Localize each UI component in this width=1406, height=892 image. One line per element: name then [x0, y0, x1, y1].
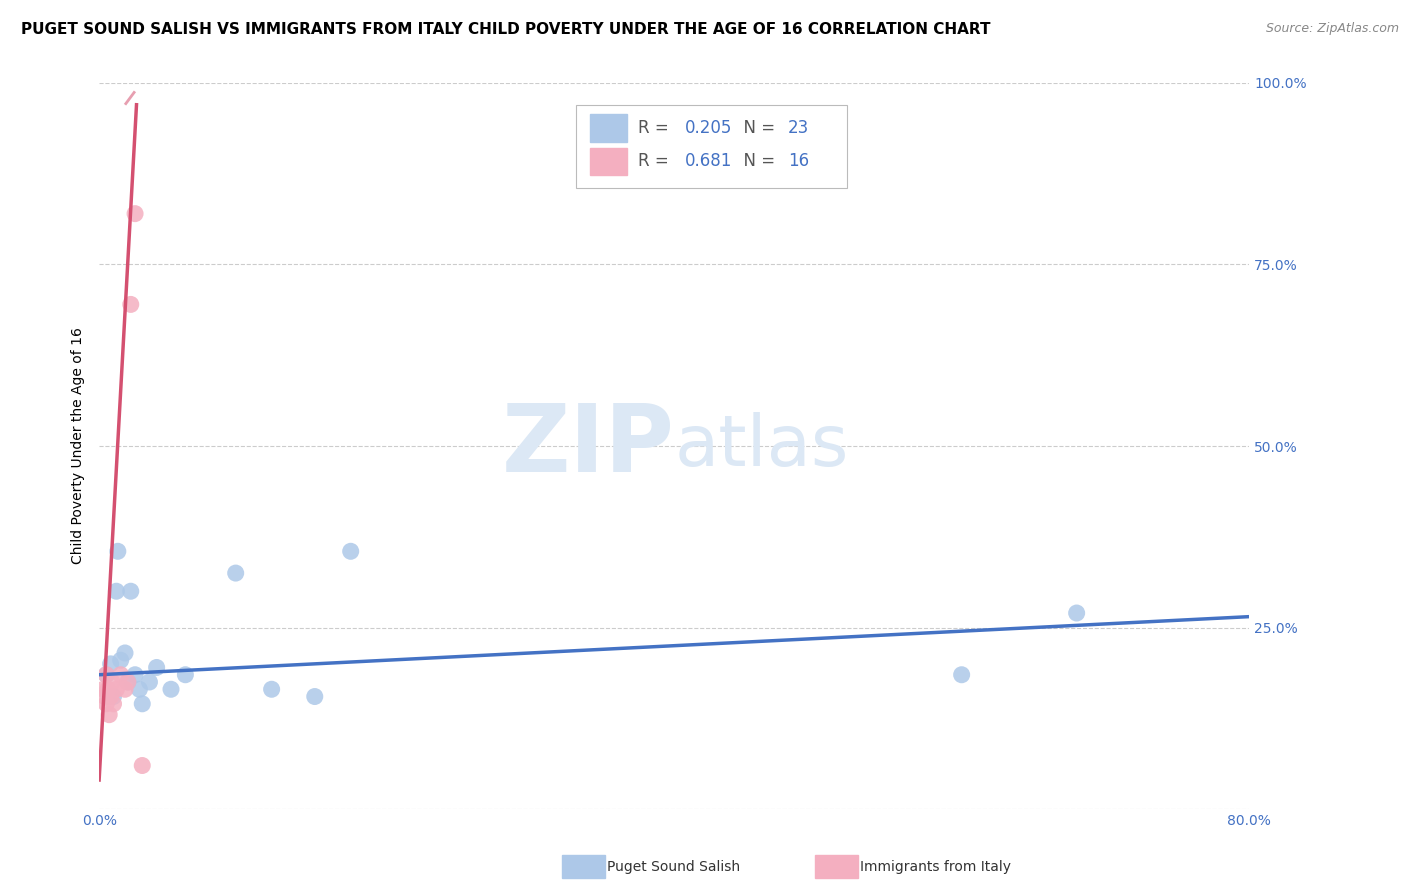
Text: R =: R =	[638, 153, 675, 170]
Point	[114, 646, 136, 660]
Text: atlas: atlas	[673, 411, 848, 481]
Point	[124, 207, 146, 221]
Text: N =: N =	[733, 153, 780, 170]
Text: PUGET SOUND SALISH VS IMMIGRANTS FROM ITALY CHILD POVERTY UNDER THE AGE OF 16 CO: PUGET SOUND SALISH VS IMMIGRANTS FROM IT…	[21, 22, 991, 37]
Point	[110, 653, 132, 667]
Text: ZIP: ZIP	[502, 400, 673, 492]
Point	[100, 690, 122, 704]
Point	[145, 660, 167, 674]
Point	[96, 667, 118, 681]
Point	[304, 690, 326, 704]
Point	[124, 667, 146, 681]
Text: 0.205: 0.205	[685, 119, 733, 137]
Point	[260, 682, 283, 697]
Point	[96, 697, 118, 711]
Point	[160, 682, 183, 697]
Point	[98, 707, 121, 722]
Point	[131, 758, 153, 772]
Text: R =: R =	[638, 119, 675, 137]
FancyBboxPatch shape	[576, 104, 846, 188]
Point	[128, 682, 150, 697]
Point	[96, 667, 118, 681]
FancyBboxPatch shape	[591, 147, 627, 175]
Point	[114, 682, 136, 697]
Y-axis label: Child Poverty Under the Age of 16: Child Poverty Under the Age of 16	[72, 327, 86, 565]
Text: Puget Sound Salish: Puget Sound Salish	[607, 860, 741, 874]
Point	[120, 584, 142, 599]
Point	[120, 297, 142, 311]
Point	[339, 544, 361, 558]
Point	[117, 675, 139, 690]
Point	[117, 675, 139, 690]
Text: N =: N =	[733, 119, 780, 137]
Point	[98, 690, 121, 704]
Point	[97, 682, 120, 697]
Point	[1066, 606, 1088, 620]
Point	[174, 667, 197, 681]
Point	[105, 682, 128, 697]
Text: 23: 23	[787, 119, 810, 137]
Point	[107, 544, 129, 558]
Point	[103, 690, 125, 704]
Point	[110, 667, 132, 681]
Text: 16: 16	[787, 153, 808, 170]
Point	[225, 566, 247, 580]
Point	[131, 697, 153, 711]
Text: 0.681: 0.681	[685, 153, 733, 170]
Point	[103, 697, 125, 711]
Text: Source: ZipAtlas.com: Source: ZipAtlas.com	[1265, 22, 1399, 36]
FancyBboxPatch shape	[591, 114, 627, 142]
Point	[138, 675, 160, 690]
Point	[94, 690, 117, 704]
Point	[950, 667, 973, 681]
Point	[101, 675, 124, 690]
Point	[93, 682, 115, 697]
Point	[100, 657, 122, 671]
Text: Immigrants from Italy: Immigrants from Italy	[860, 860, 1011, 874]
Point	[105, 584, 128, 599]
